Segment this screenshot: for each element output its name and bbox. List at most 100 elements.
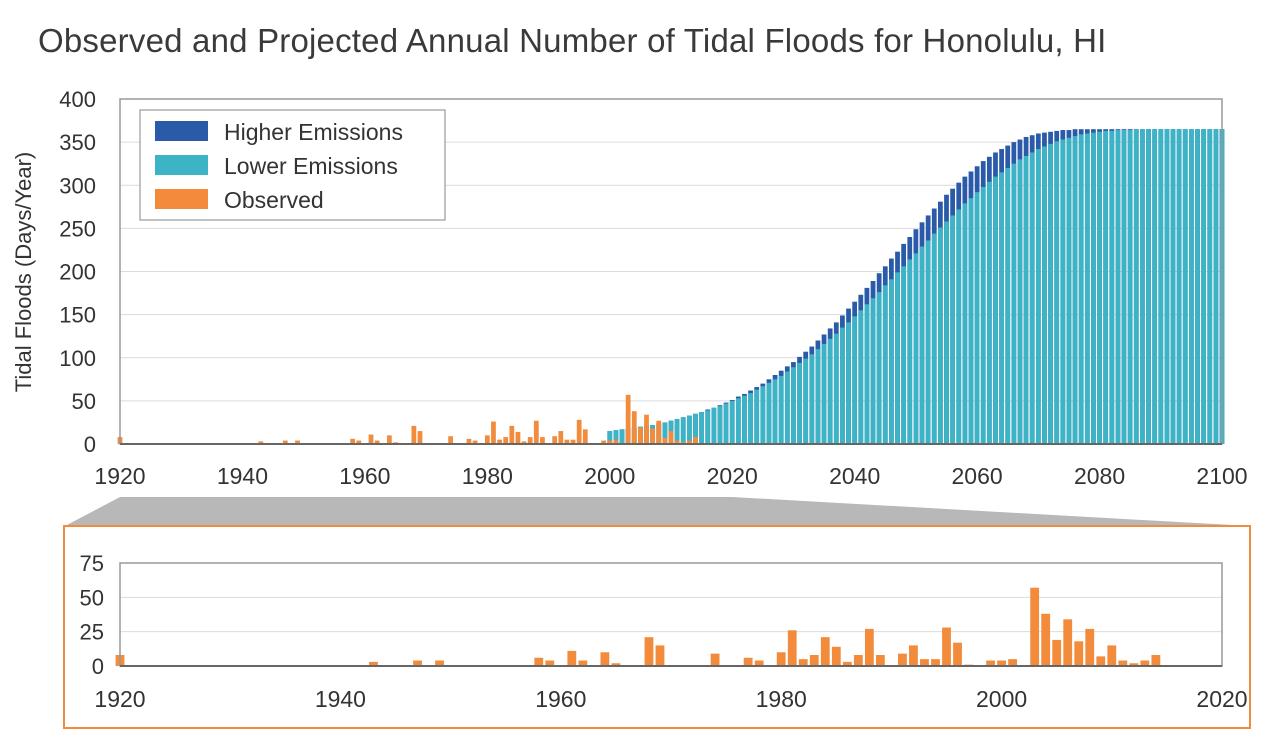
bar-lower-emissions — [876, 292, 882, 444]
bar-lower-emissions — [1097, 131, 1102, 444]
inset-bar-observed — [413, 660, 422, 666]
legend-swatch — [155, 189, 208, 209]
bar-observed — [521, 441, 527, 444]
bar-observed — [350, 438, 356, 444]
bar-lower-emissions — [791, 367, 796, 444]
bar-lower-emissions — [1195, 129, 1200, 444]
bar-lower-emissions — [937, 227, 943, 444]
bar-lower-emissions — [895, 272, 900, 444]
inset-y-tick-label: 50 — [80, 585, 104, 610]
bar-lower-emissions — [1029, 152, 1035, 444]
bar-observed — [558, 431, 564, 444]
bar-lower-emissions — [735, 398, 741, 444]
bar-observed — [295, 440, 300, 444]
inset-bar-observed — [1096, 656, 1106, 666]
bar-lower-emissions — [1023, 155, 1029, 445]
bar-observed — [662, 437, 668, 444]
inset-bar-observed — [1074, 641, 1084, 666]
bar-lower-emissions — [833, 333, 839, 444]
bar-observed — [638, 427, 643, 444]
x-tick-label: 1960 — [339, 463, 390, 489]
bar-lower-emissions — [742, 395, 747, 444]
bar-lower-emissions — [766, 382, 772, 444]
zoom-band — [65, 497, 1250, 526]
inset-bar-observed — [1107, 645, 1117, 666]
bar-lower-emissions — [1060, 139, 1066, 444]
inset-bar-observed — [369, 661, 378, 666]
bar-observed — [613, 439, 619, 444]
bar-observed — [686, 440, 692, 444]
inset-bar-observed — [809, 655, 819, 666]
inset-bar-observed — [655, 645, 665, 666]
x-tick-label: 1920 — [94, 463, 145, 489]
bar-lower-emissions — [693, 413, 698, 444]
bar-observed — [466, 438, 472, 444]
bar-lower-emissions — [889, 279, 894, 444]
bar-observed — [693, 437, 698, 444]
bar-observed — [582, 429, 588, 444]
bar-lower-emissions — [717, 406, 723, 444]
bar-lower-emissions — [925, 240, 931, 444]
bar-lower-emissions — [1140, 129, 1145, 444]
bar-observed — [411, 425, 417, 444]
bar-lower-emissions — [778, 375, 784, 444]
bar-lower-emissions — [864, 304, 870, 444]
inset-bar-observed — [898, 653, 907, 666]
x-tick-label: 2000 — [584, 463, 635, 489]
legend-swatch — [155, 155, 208, 175]
bar-lower-emissions — [852, 316, 858, 444]
bar-lower-emissions — [956, 209, 962, 444]
inset-axes — [63, 525, 1251, 729]
inset-frame — [63, 525, 1251, 729]
bar-lower-emissions — [974, 192, 980, 444]
bar-lower-emissions — [840, 327, 845, 444]
inset-bar-observed — [644, 637, 654, 666]
bar-lower-emissions — [1048, 143, 1053, 444]
bar-lower-emissions — [1109, 130, 1115, 444]
bar-lower-emissions — [999, 172, 1004, 444]
inset-bar-observed — [435, 660, 444, 666]
bar-lower-emissions — [1189, 129, 1194, 444]
inset-bar-observed — [1140, 660, 1150, 666]
bar-lower-emissions — [1035, 149, 1041, 444]
inset-bar-observed — [1008, 659, 1018, 666]
zoom-connector — [65, 497, 1250, 526]
y-tick-label: 300 — [59, 173, 96, 198]
inset-bar-observed — [997, 660, 1007, 666]
inset-bar-observed — [743, 657, 753, 666]
bar-lower-emissions — [944, 221, 949, 444]
bar-observed — [564, 439, 570, 444]
bar-observed — [258, 441, 264, 444]
y-tick-label: 350 — [59, 130, 96, 155]
inset-bar-observed — [842, 661, 852, 666]
inset-bar-observed — [1063, 619, 1073, 666]
bar-lower-emissions — [901, 266, 907, 444]
x-tick-label: 2100 — [1196, 463, 1247, 489]
legend-label: Lower Emissions — [224, 153, 398, 179]
inset-x-tick-label: 2020 — [1196, 686, 1247, 712]
bar-lower-emissions — [980, 186, 986, 444]
inset-bar-observed — [798, 659, 808, 666]
bar-lower-emissions — [1072, 136, 1078, 444]
inset-bar-observed — [1041, 613, 1051, 666]
bar-observed — [527, 437, 533, 444]
x-tick-label: 2040 — [829, 463, 880, 489]
bar-lower-emissions — [858, 310, 864, 444]
x-tick-label: 2080 — [1074, 463, 1125, 489]
bar-lower-emissions — [870, 298, 876, 444]
inset-bar-observed — [920, 659, 929, 666]
inset-y-tick-label: 0 — [92, 654, 104, 679]
legend: Higher Emissions Lower Emissions Observed — [139, 109, 446, 221]
bar-lower-emissions — [699, 412, 704, 444]
bar-lower-emissions — [1066, 137, 1072, 444]
inset-bar-observed — [1030, 587, 1040, 666]
y-tick-label: 50 — [72, 389, 96, 414]
chart-title: Observed and Projected Annual Number of … — [38, 22, 1107, 59]
inset-bar-observed — [942, 627, 951, 666]
inset-bar-observed — [611, 663, 621, 666]
bar-observed — [448, 436, 453, 444]
bar-observed — [386, 435, 392, 444]
bar-lower-emissions — [705, 410, 711, 444]
inset-bar-observed — [545, 660, 555, 666]
bar-lower-emissions — [1103, 130, 1109, 444]
